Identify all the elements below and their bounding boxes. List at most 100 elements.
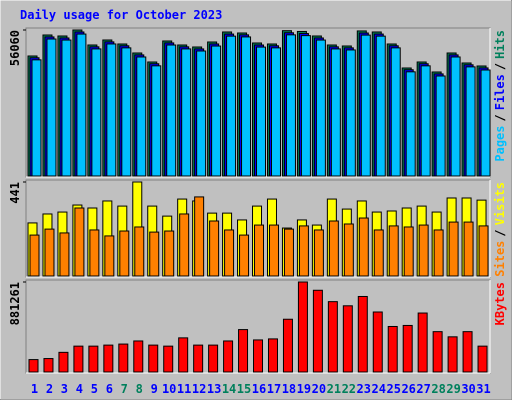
bar	[330, 48, 341, 177]
x-tick-label: 30	[461, 382, 475, 396]
x-tick-label: 10	[162, 382, 176, 396]
legend-entry: Pages	[493, 126, 507, 162]
bar	[267, 338, 278, 373]
bar	[103, 344, 114, 373]
legend-separator: /	[493, 229, 507, 236]
bar	[43, 358, 54, 373]
bar	[375, 35, 386, 177]
x-tick-label: 19	[297, 382, 311, 396]
bar	[328, 220, 339, 277]
x-tick-label: 12	[192, 382, 206, 396]
x-tick-label: 17	[267, 382, 281, 396]
x-tick-label: 15	[237, 382, 251, 396]
bar	[166, 44, 177, 177]
bar	[179, 213, 190, 277]
bar	[373, 229, 384, 277]
x-tick-label: 5	[91, 382, 98, 396]
x-tick-label: 9	[151, 382, 158, 396]
bar	[313, 229, 324, 277]
y-tick-label: 881261	[8, 282, 22, 325]
bar	[390, 47, 401, 177]
bar	[73, 345, 84, 373]
bar	[148, 344, 159, 373]
bar	[44, 228, 55, 277]
x-tick-label: 25	[386, 382, 400, 396]
bar	[297, 281, 308, 373]
bar	[357, 295, 368, 373]
bar	[433, 229, 444, 277]
bar	[106, 43, 117, 177]
legend-entry: Hits	[493, 30, 507, 59]
x-tick-label: 22	[342, 382, 356, 396]
bar	[268, 224, 279, 277]
bar	[298, 225, 309, 277]
bar	[211, 45, 222, 177]
x-tick-label: 18	[282, 382, 296, 396]
bar	[372, 311, 383, 373]
bar	[360, 34, 371, 177]
bar	[462, 331, 473, 373]
bar	[448, 221, 459, 277]
bar	[31, 59, 42, 177]
x-tick-label: 31	[476, 382, 490, 396]
bar	[283, 228, 294, 277]
bar	[477, 345, 488, 373]
x-tick-label: 7	[121, 382, 128, 396]
legend-separator: /	[493, 114, 507, 121]
legend-entry: KBytes	[493, 282, 507, 325]
bar	[327, 301, 338, 373]
legend-entry: Sites	[493, 241, 507, 277]
bar	[226, 35, 237, 177]
bar	[61, 39, 72, 177]
bar	[343, 223, 354, 277]
bar	[149, 231, 160, 277]
bar	[420, 65, 431, 177]
bar	[450, 56, 461, 177]
bar	[345, 49, 356, 177]
bar	[164, 230, 175, 277]
bar	[312, 289, 323, 373]
bar	[58, 351, 69, 373]
bar	[88, 345, 99, 373]
bar	[223, 340, 234, 373]
legend: Pages / Files / Hits	[493, 30, 507, 162]
bar	[253, 339, 264, 373]
x-tick-label: 6	[106, 382, 113, 396]
bar	[118, 343, 129, 373]
x-tick-label: 20	[312, 382, 326, 396]
bar	[133, 340, 144, 373]
legend-entry: Visits	[493, 182, 507, 225]
bar	[196, 50, 207, 177]
legend-entry: Files	[493, 74, 507, 110]
bar	[59, 232, 70, 277]
x-tick-label: 21	[327, 382, 341, 396]
bar	[447, 336, 458, 373]
x-tick-label: 2	[46, 382, 53, 396]
bar	[402, 324, 413, 373]
bar	[193, 344, 204, 373]
x-tick-label: 3	[61, 382, 68, 396]
bar	[418, 224, 429, 277]
bar	[358, 217, 369, 277]
bar	[342, 305, 353, 373]
bar	[46, 38, 57, 177]
bar	[254, 224, 265, 277]
bar	[403, 226, 414, 277]
x-tick-label: 11	[177, 382, 191, 396]
bar	[136, 56, 147, 177]
bar	[285, 34, 296, 177]
x-tick-label: 13	[207, 382, 221, 396]
x-tick-label: 29	[446, 382, 460, 396]
bar	[29, 234, 40, 277]
bar	[388, 225, 399, 277]
bar	[28, 359, 39, 373]
bar	[178, 337, 189, 373]
bar	[104, 235, 115, 277]
bar	[435, 75, 446, 177]
bar	[76, 33, 87, 177]
bar	[121, 47, 132, 177]
bar	[300, 35, 311, 177]
x-tick-label: 14	[222, 382, 236, 396]
legend-separator: /	[493, 63, 507, 70]
bar	[89, 229, 100, 277]
